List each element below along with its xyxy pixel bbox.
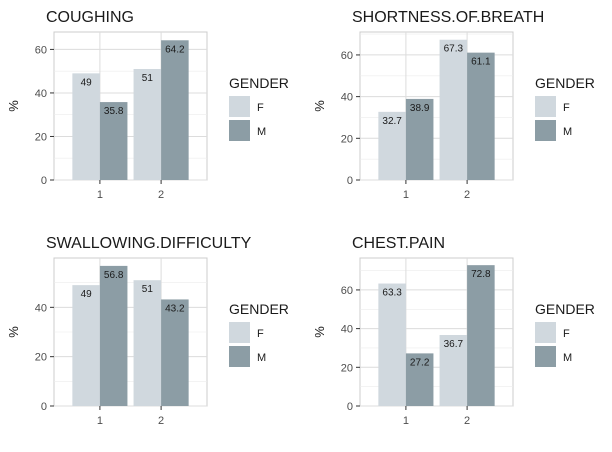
bar-M-2 (161, 40, 189, 181)
legend-key-M (229, 120, 250, 141)
legend-key-F (229, 96, 250, 117)
bar-data-label: 32.7 (382, 116, 402, 127)
chart-title: CHEST.PAIN (352, 235, 445, 252)
legend-label: M (257, 126, 266, 138)
bar-data-label: 51 (142, 284, 154, 295)
y-tick-label: 40 (341, 92, 353, 104)
chart-title: SHORTNESS.OF.BREATH (352, 9, 544, 26)
x-tick-label: 1 (403, 189, 409, 201)
legend-label: F (563, 102, 570, 114)
bar-data-label: 72.8 (471, 269, 491, 280)
chart-panel-4: CHEST.PAIN 0 20 40 60 63.3 36.7 27.2 72.8 1 2% GEND… (312, 235, 595, 427)
y-tick-label: 0 (41, 175, 47, 187)
y-tick-label: 0 (347, 401, 353, 413)
bar-F-2 (439, 39, 468, 180)
legend-title: GENDER (229, 75, 289, 91)
chart-panel-3: SWALLOWING.DIFFICULTY 0 20 40 49 51 56.8 43.2 1 2… (6, 235, 289, 427)
x-tick-label: 1 (97, 415, 103, 427)
bar-M-2 (161, 299, 189, 406)
bar-data-label: 56.8 (104, 270, 124, 281)
y-tick-label: 20 (35, 131, 47, 143)
y-tick-label: 60 (341, 285, 353, 297)
bar-data-label: 64.2 (165, 44, 185, 55)
legend-label: M (563, 352, 572, 364)
bar-data-label: 43.2 (165, 303, 185, 314)
bar-F-1 (72, 73, 100, 180)
chart-panel-2: SHORTNESS.OF.BREATH 0 20 40 60 32.7 67.3 38.9 61… (312, 9, 595, 201)
x-tick-label: 1 (97, 189, 103, 201)
y-tick-label: 0 (41, 401, 47, 413)
legend-key-F (535, 322, 556, 343)
y-tick-label: 20 (35, 352, 47, 364)
legend-key-F (535, 96, 556, 117)
x-tick-label: 2 (464, 189, 470, 201)
legend-key-M (535, 346, 556, 367)
bar-data-label: 36.7 (444, 339, 464, 350)
y-axis-label: % (6, 326, 21, 338)
chart-title: SWALLOWING.DIFFICULTY (46, 235, 252, 252)
legend-title: GENDER (535, 75, 595, 91)
bar-M-1 (99, 265, 128, 406)
bar-data-label: 49 (81, 77, 93, 88)
legend-key-M (535, 120, 556, 141)
bar-data-label: 35.8 (104, 106, 124, 117)
y-tick-label: 0 (347, 175, 353, 187)
bar-M-1 (405, 98, 434, 180)
bar-F-1 (72, 285, 100, 406)
bar-F-1 (378, 283, 406, 406)
y-axis-label: % (312, 100, 327, 112)
legend-label: M (257, 352, 266, 364)
bar-data-label: 51 (142, 73, 154, 84)
y-tick-label: 20 (341, 133, 353, 145)
bar-data-label: 67.3 (444, 44, 464, 55)
bar-M-1 (405, 353, 434, 406)
x-tick-label: 2 (158, 189, 164, 201)
bar-M-2 (467, 52, 495, 180)
legend-label: F (257, 102, 264, 114)
y-tick-label: 40 (35, 88, 47, 100)
bar-F-2 (133, 69, 162, 180)
bar-F-1 (378, 111, 406, 180)
legend-label: F (563, 328, 570, 340)
chart-title: COUGHING (46, 9, 134, 26)
bar-M-2 (467, 265, 495, 406)
legend-key-F (229, 322, 250, 343)
y-tick-label: 20 (341, 362, 353, 374)
legend-key-M (229, 346, 250, 367)
bar-data-label: 27.2 (410, 357, 430, 368)
y-tick-label: 40 (341, 324, 353, 336)
bar-F-2 (133, 280, 162, 406)
legend-title: GENDER (535, 301, 595, 317)
y-tick-label: 40 (35, 302, 47, 314)
x-tick-label: 2 (158, 415, 164, 427)
legend-label: M (563, 126, 572, 138)
bar-data-label: 38.9 (410, 103, 430, 114)
x-tick-label: 2 (464, 415, 470, 427)
x-tick-label: 1 (403, 415, 409, 427)
bar-F-2 (439, 334, 468, 406)
bar-data-label: 49 (81, 289, 93, 300)
chart-panel-1: COUGHING 0 20 40 60 49 51 35.8 64.2 1 2% GENDER FM (6, 9, 289, 201)
y-axis-label: % (312, 326, 327, 338)
y-axis-label: % (6, 100, 21, 112)
y-tick-label: 60 (35, 44, 47, 56)
legend-title: GENDER (229, 301, 289, 317)
bar-M-1 (99, 102, 128, 180)
bar-data-label: 61.1 (471, 57, 491, 68)
legend-label: F (257, 328, 264, 340)
y-tick-label: 60 (341, 50, 353, 62)
bar-data-label: 63.3 (382, 288, 402, 299)
